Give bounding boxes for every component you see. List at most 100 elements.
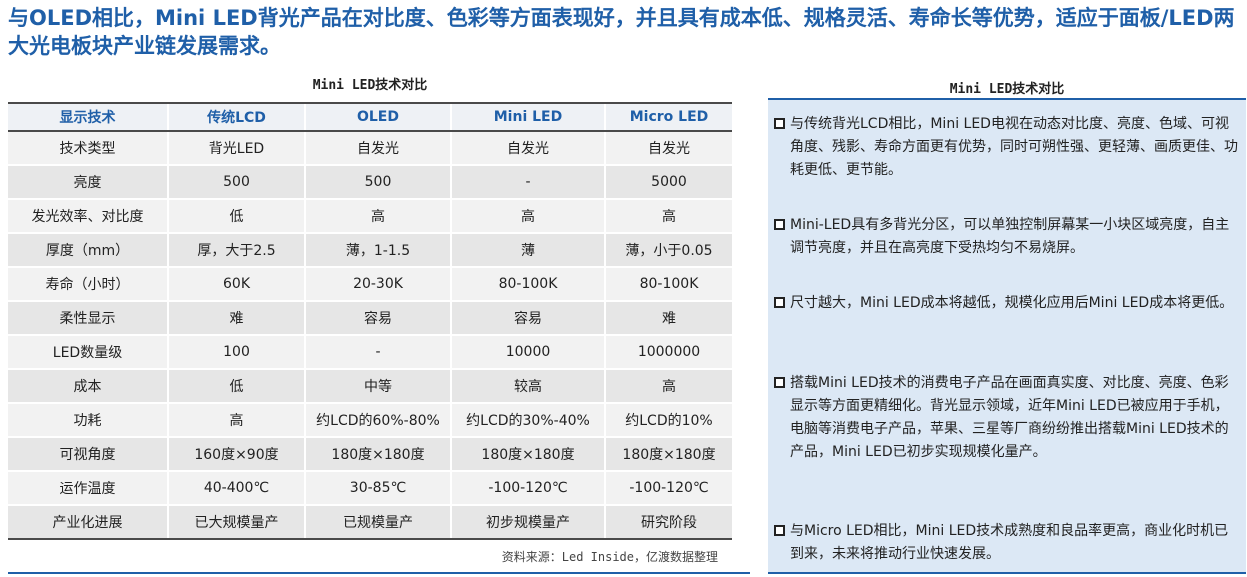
table-cell: 10000 xyxy=(450,335,605,370)
table-cell: 难 xyxy=(604,301,732,336)
table-cell: 薄 xyxy=(450,233,605,268)
table-cell: 40-400℃ xyxy=(167,471,305,506)
bullet-item: 与传统背光LCD相比，Mini LED电视在动态对比度、亮度、色域、可视角度、残… xyxy=(772,113,1238,182)
table-cell: 180度×180度 xyxy=(304,437,451,472)
table-row: 功耗高约LCD的60%-80% 约LCD的30%-40% 约LCD的10% xyxy=(8,403,732,438)
table-cell: 中等 xyxy=(304,369,451,404)
table-cell: - xyxy=(304,335,451,370)
row-label-cell: 寿命（小时） xyxy=(8,267,168,302)
row-label-cell: 发光效率、对比度 xyxy=(8,199,168,234)
table-cell: 难 xyxy=(167,301,305,336)
table-row: 柔性显示难容易 容易难 xyxy=(8,301,732,336)
table-cell: 薄，小于0.05 xyxy=(604,233,732,268)
table-cell: -100-120℃ xyxy=(604,471,732,506)
bullet-text: 与Micro LED相比，Mini LED技术成熟度和良品率更高，商业化时机已到… xyxy=(790,523,1229,562)
column-header: 传统LCD xyxy=(167,102,305,132)
table-cell: 高 xyxy=(304,199,451,234)
column-header: OLED xyxy=(304,102,451,132)
checkbox-bullet-icon xyxy=(774,219,785,230)
bullet-text: 搭载Mini LED技术的消费电子产品在画面真实度、对比度、亮度、色彩显示等方面… xyxy=(790,375,1229,460)
row-label-cell: 厚度（mm） xyxy=(8,233,168,268)
table-cell: 初步规模量产 xyxy=(450,505,605,540)
side-panel-title: Mini LED技术对比 xyxy=(949,82,1065,97)
table-row: 产业化进展 已大规模量产 已规模量产 初步规模量产 研究阶段 xyxy=(8,505,732,540)
checkbox-bullet-icon xyxy=(774,297,785,308)
bullet-item: 搭载Mini LED技术的消费电子产品在画面真实度、对比度、亮度、色彩显示等方面… xyxy=(772,372,1238,464)
table-cell: 自发光 xyxy=(450,131,605,166)
row-label-cell: 运作温度 xyxy=(8,471,168,506)
comparison-table: 显示技术 传统LCD OLED Mini LED Micro LED 技术类型背… xyxy=(8,102,732,540)
column-header: 显示技术 xyxy=(8,102,168,132)
bullet-item: 与Micro LED相比，Mini LED技术成熟度和良品率更高，商业化时机已到… xyxy=(772,520,1238,566)
table-cell: 厚，大于2.5 xyxy=(167,233,305,268)
table-cell: 80-100K xyxy=(450,267,605,302)
row-label-cell: 可视角度 xyxy=(8,437,168,472)
table-cell: 500 xyxy=(167,165,305,200)
row-label-cell: 柔性显示 xyxy=(8,301,168,336)
row-label-cell: 成本 xyxy=(8,369,168,404)
table-cell: 已大规模量产 xyxy=(167,505,305,540)
table-cell: 自发光 xyxy=(304,131,451,166)
table-cell: 已规模量产 xyxy=(304,505,451,540)
table-row: 亮度 500 500-5000 xyxy=(8,165,732,200)
table-row: 厚度（mm） 厚，大于2.5 薄，1-1.5 薄薄，小于0.05 xyxy=(8,233,732,268)
table-row: 寿命（小时） 60K 20-30K 80-100K 80-100K xyxy=(8,267,732,302)
page-headline: 与OLED相比，Mini LED背光产品在对比度、色彩等方面表现好，并且具有成本… xyxy=(8,6,1235,58)
bullet-text: Mini-LED具有多背光分区，可以单独控制屏幕某一小块区域亮度，自主调节亮度，… xyxy=(790,217,1230,256)
table-header-row: 显示技术 传统LCD OLED Mini LED Micro LED xyxy=(8,102,732,132)
table-cell: 30-85℃ xyxy=(304,471,451,506)
table-row: LED数量级 100-10000 1000000 xyxy=(8,335,732,370)
table-cell: 60K xyxy=(167,267,305,302)
bottom-divider xyxy=(8,572,750,574)
table-title: Mini LED技术对比 xyxy=(312,78,428,93)
side-bottom-divider xyxy=(768,572,1246,574)
side-panel xyxy=(768,98,1246,572)
table-cell: 180度×180度 xyxy=(450,437,605,472)
table-row: 发光效率、对比度低高高高 xyxy=(8,199,732,234)
table-row: 可视角度 160度×90度 180度×180度 180度×180度 180度×180度 xyxy=(8,437,732,472)
row-label-cell: 功耗 xyxy=(8,403,168,438)
table-cell: 100 xyxy=(167,335,305,370)
checkbox-bullet-icon xyxy=(774,377,785,388)
bullet-text: 与传统背光LCD相比，Mini LED电视在动态对比度、亮度、色域、可视角度、残… xyxy=(790,116,1238,178)
column-header: Micro LED xyxy=(604,102,732,132)
table-cell: 容易 xyxy=(304,301,451,336)
bullet-item: Mini-LED具有多背光分区，可以单独控制屏幕某一小块区域亮度，自主调节亮度，… xyxy=(772,214,1238,260)
table-cell: - xyxy=(450,165,605,200)
bullet-text: 尺寸越大，Mini LED成本将越低，规模化应用后Mini LED成本将更低。 xyxy=(790,295,1234,311)
table-cell: 低 xyxy=(167,199,305,234)
table-cell: -100-120℃ xyxy=(450,471,605,506)
table-cell: 高 xyxy=(167,403,305,438)
table-cell: 高 xyxy=(450,199,605,234)
table-row: 技术类型 背光LED 自发光 自发光 自发光 xyxy=(8,131,732,166)
table-cell: 背光LED xyxy=(167,131,305,166)
row-label-cell: 技术类型 xyxy=(8,131,168,166)
table-cell: 高 xyxy=(604,199,732,234)
table-cell: 20-30K xyxy=(304,267,451,302)
table-cell: 80-100K xyxy=(604,267,732,302)
table-cell: 高 xyxy=(604,369,732,404)
table-cell: 容易 xyxy=(450,301,605,336)
table-cell: 研究阶段 xyxy=(604,505,732,540)
table-row: 运作温度 40-400℃ 30-85℃ -100-120℃ -100-120℃ xyxy=(8,471,732,506)
source-note: 资料来源：Led Inside，亿渡数据整理 xyxy=(501,550,718,564)
table-cell: 160度×90度 xyxy=(167,437,305,472)
table-cell: 180度×180度 xyxy=(604,437,732,472)
bullet-item: 尺寸越大，Mini LED成本将越低，规模化应用后Mini LED成本将更低。 xyxy=(772,292,1238,315)
column-header: Mini LED xyxy=(450,102,605,132)
row-label-cell: LED数量级 xyxy=(8,335,168,370)
table-cell: 较高 xyxy=(450,369,605,404)
table-cell: 约LCD的10% xyxy=(604,403,732,438)
table-row: 成本低中等 较高高 xyxy=(8,369,732,404)
table-cell: 500 xyxy=(304,165,451,200)
table-body: 技术类型 背光LED 自发光 自发光 自发光 亮度 500 500-5000 发光效率、对比度低… xyxy=(8,131,732,540)
table-cell: 约LCD的30%-40% xyxy=(450,403,605,438)
row-label-cell: 产业化进展 xyxy=(8,505,168,540)
table-cell: 薄，1-1.5 xyxy=(304,233,451,268)
checkbox-bullet-icon xyxy=(774,118,785,129)
table-cell: 1000000 xyxy=(604,335,732,370)
checkbox-bullet-icon xyxy=(774,525,785,536)
row-label-cell: 亮度 xyxy=(8,165,168,200)
table-cell: 自发光 xyxy=(604,131,732,166)
table-cell: 低 xyxy=(167,369,305,404)
